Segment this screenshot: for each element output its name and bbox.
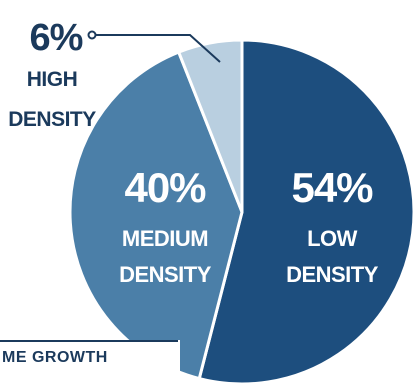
medium-density-label-line1: MEDIUM [122, 226, 208, 251]
callout-leader-line [96, 34, 221, 63]
footer-band [0, 340, 180, 384]
low-density-value: 54% [291, 164, 373, 211]
footer-caption: ME GROWTH [2, 349, 108, 366]
high-density-value: 6% [30, 17, 83, 59]
medium-density-label-line2: DENSITY [119, 262, 212, 287]
footer-divider [0, 340, 178, 342]
callout-dot [87, 30, 97, 40]
high-density-label-line1: HIGH [27, 68, 78, 91]
high-density-label-line2: DENSITY [8, 108, 96, 131]
low-density-slice [197, 38, 414, 384]
low-density-label-line1: LOW [307, 226, 358, 251]
medium-density-value: 40% [124, 164, 206, 211]
low-density-label-line2: DENSITY [286, 262, 379, 287]
high-density-slice [177, 38, 244, 214]
pie-slices [68, 38, 414, 384]
high-density-callout [87, 30, 221, 63]
